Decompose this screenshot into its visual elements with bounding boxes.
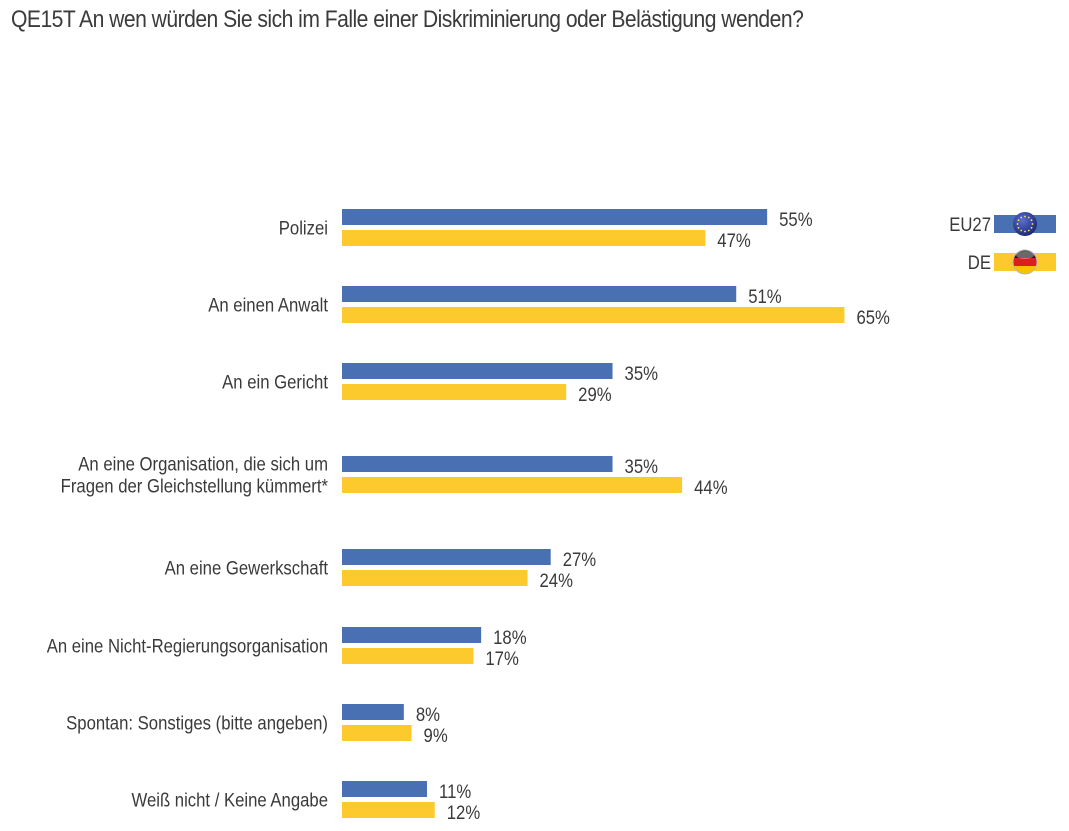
flag-rim bbox=[1012, 249, 1038, 275]
eu-flag-icon bbox=[1013, 212, 1037, 236]
value-label-de-5: 17% bbox=[485, 648, 519, 669]
bar-eu27-6 bbox=[342, 704, 404, 720]
value-label-eu27-3: 35% bbox=[625, 456, 659, 477]
value-labels: 55% 47% 51% 65% 35% 29% 35% 44% 27%24% 18%17% 8%9%… bbox=[416, 209, 890, 823]
value-label-eu27-0: 55% bbox=[779, 209, 813, 230]
chart-title: QE15T An wen würden Sie sich im Falle ei… bbox=[11, 6, 804, 33]
value-label-de-2: 29% bbox=[578, 384, 612, 405]
category-label-3-line-1: Fragen der Gleichstellung kümmert* bbox=[61, 476, 328, 497]
bar-eu27-5 bbox=[342, 627, 482, 643]
bar-de-5 bbox=[342, 648, 474, 664]
value-label-de-6: 9% bbox=[424, 725, 448, 746]
bar-de-7 bbox=[342, 802, 435, 818]
germany-flag-icon bbox=[1013, 250, 1037, 274]
bar-de-2 bbox=[342, 384, 567, 400]
category-label-2: An ein Gericht bbox=[222, 372, 328, 393]
value-label-de-3: 44% bbox=[694, 477, 728, 498]
category-label-7: Weiß nicht / Keine Angabe bbox=[131, 790, 328, 811]
legend-item-eu27: EU27 bbox=[949, 212, 1056, 236]
value-label-eu27-1: 51% bbox=[748, 286, 782, 307]
value-label-de-7: 12% bbox=[447, 802, 481, 823]
legend-item-de: DE bbox=[968, 249, 1056, 275]
value-label-de-1: 65% bbox=[856, 307, 890, 328]
category-label-3-line-0: An eine Organisation, die sich um bbox=[78, 454, 328, 475]
bar-de-3 bbox=[342, 477, 683, 493]
category-labels: Polizei An einen Anwalt An ein Gericht An e… bbox=[47, 218, 328, 811]
bar-de-0 bbox=[342, 230, 706, 246]
bar-eu27-0 bbox=[342, 209, 768, 225]
category-label-6: Spontan: Sonstiges (bitte angeben) bbox=[66, 713, 328, 734]
bar-de-4 bbox=[342, 570, 528, 586]
value-label-eu27-6: 8% bbox=[416, 704, 440, 725]
category-label-4: An eine Gewerkschaft bbox=[165, 558, 328, 579]
bar-eu27-3 bbox=[342, 456, 613, 472]
value-label-eu27-4: 27% bbox=[563, 549, 597, 570]
category-label-5: An eine Nicht-Regierungsorganisation bbox=[47, 636, 328, 657]
category-label-1: An einen Anwalt bbox=[208, 295, 328, 316]
value-label-de-0: 47% bbox=[717, 230, 751, 251]
bar-de-6 bbox=[342, 725, 412, 741]
category-label-0: Polizei bbox=[279, 218, 328, 239]
value-label-de-4: 24% bbox=[540, 570, 574, 591]
bars-layer bbox=[342, 209, 845, 818]
legend-label-eu27: EU27 bbox=[949, 214, 991, 235]
legend: EU27 DE bbox=[949, 212, 1056, 275]
legend-label-de: DE bbox=[968, 252, 991, 273]
bar-eu27-1 bbox=[342, 286, 737, 302]
value-label-eu27-2: 35% bbox=[625, 363, 659, 384]
bar-eu27-2 bbox=[342, 363, 613, 379]
bar-eu27-4 bbox=[342, 549, 551, 565]
value-label-eu27-5: 18% bbox=[493, 627, 527, 648]
bar-de-1 bbox=[342, 307, 845, 323]
bar-eu27-7 bbox=[342, 781, 428, 797]
value-label-eu27-7: 11% bbox=[439, 781, 471, 802]
